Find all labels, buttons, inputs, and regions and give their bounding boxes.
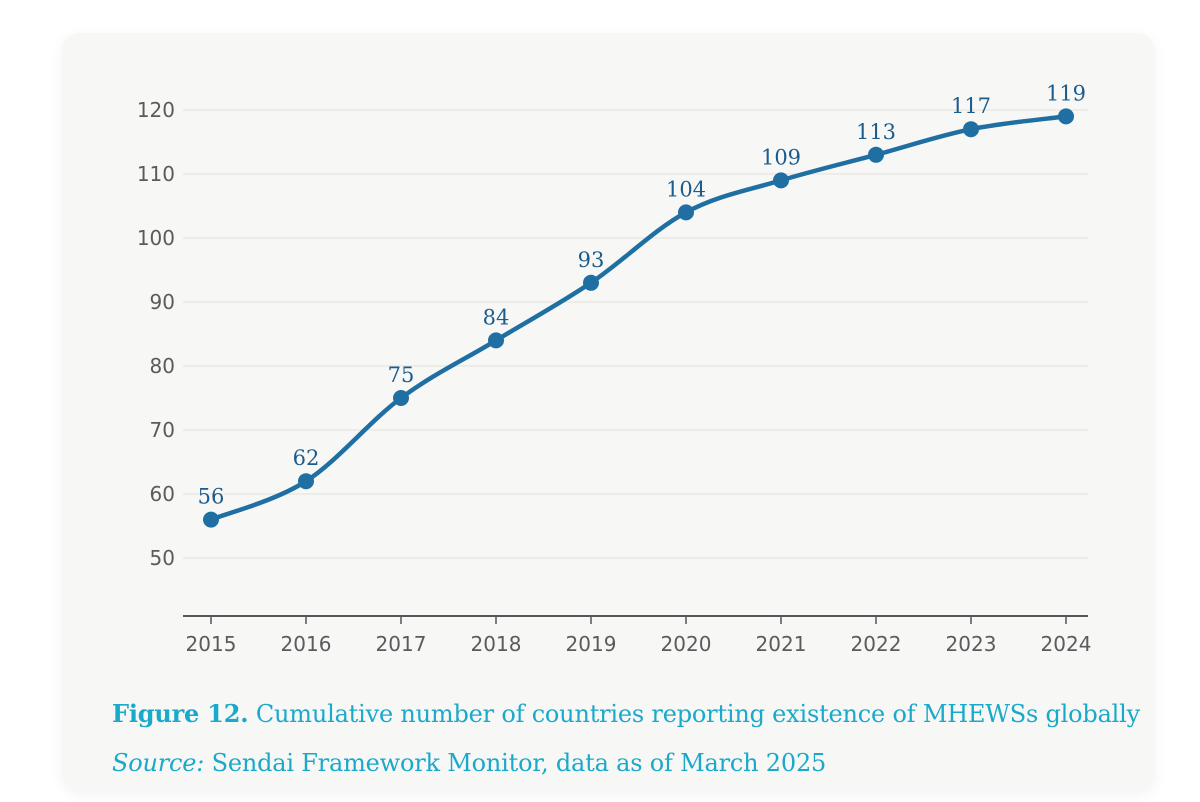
y-tick-label: 100 [137,226,175,250]
data-point [773,172,789,189]
data-point [298,473,314,490]
x-tick-label: 2022 [851,632,902,656]
data-label: 104 [666,177,706,201]
figure-card: 50 60 70 80 90 100 110 120 2015 2016 2017 2018 2019 2… [62,33,1155,792]
y-tick-label: 60 [150,482,175,506]
data-point [583,274,599,291]
y-tick-label: 120 [137,98,175,122]
x-tick-label: 2019 [566,632,617,656]
y-axis-labels: 50 60 70 80 90 100 110 120 [137,98,175,570]
series-line [208,114,1069,522]
x-tick-label: 2015 [186,632,237,656]
source-line: Source: Sendai Framework Monitor, data a… [112,739,1122,788]
figure-title-text: Cumulative number of countries reporting… [255,700,1140,728]
source-text: Sendai Framework Monitor, data as of Mar… [211,749,827,777]
data-point [678,204,694,221]
x-tick-label: 2020 [661,632,712,656]
data-point [393,390,409,406]
y-tick-label: 110 [137,162,175,186]
x-axis-labels: 2015 2016 2017 2018 2019 2020 2021 2022 2023 2024 [186,632,1092,656]
data-label: 109 [761,145,801,169]
x-tick-label: 2016 [281,632,332,656]
caption-line: Figure 12. Cumulative number of countrie… [112,689,1140,739]
data-point [488,332,504,349]
data-point [1058,108,1074,125]
data-label: 84 [483,305,510,329]
data-label: 62 [293,446,320,470]
data-point [963,121,979,138]
x-axis [183,615,1088,624]
source-label: Source: [112,749,205,777]
figure-number-label: Figure 12. [112,699,249,728]
x-tick-label: 2017 [376,632,427,656]
data-label: 56 [198,485,225,509]
data-label: 75 [388,363,415,387]
data-labels: 56 62 75 84 93 104 109 113 117 119 [198,81,1086,508]
data-label: 119 [1046,81,1086,105]
data-label: 117 [951,94,991,118]
x-tick-label: 2018 [471,632,522,656]
x-tick-label: 2024 [1041,632,1092,656]
x-tick-label: 2021 [756,632,807,656]
data-points [203,108,1074,528]
figure-caption: Figure 12. Cumulative number of countrie… [112,689,1140,788]
y-tick-label: 70 [150,418,175,442]
data-label: 93 [578,248,605,272]
gridlines [183,109,1088,559]
data-point [868,146,884,163]
y-tick-label: 50 [150,546,175,570]
data-label: 113 [856,120,896,144]
y-tick-label: 90 [150,290,175,314]
data-point [203,511,219,528]
x-tick-label: 2023 [946,632,997,656]
y-tick-label: 80 [150,354,175,378]
